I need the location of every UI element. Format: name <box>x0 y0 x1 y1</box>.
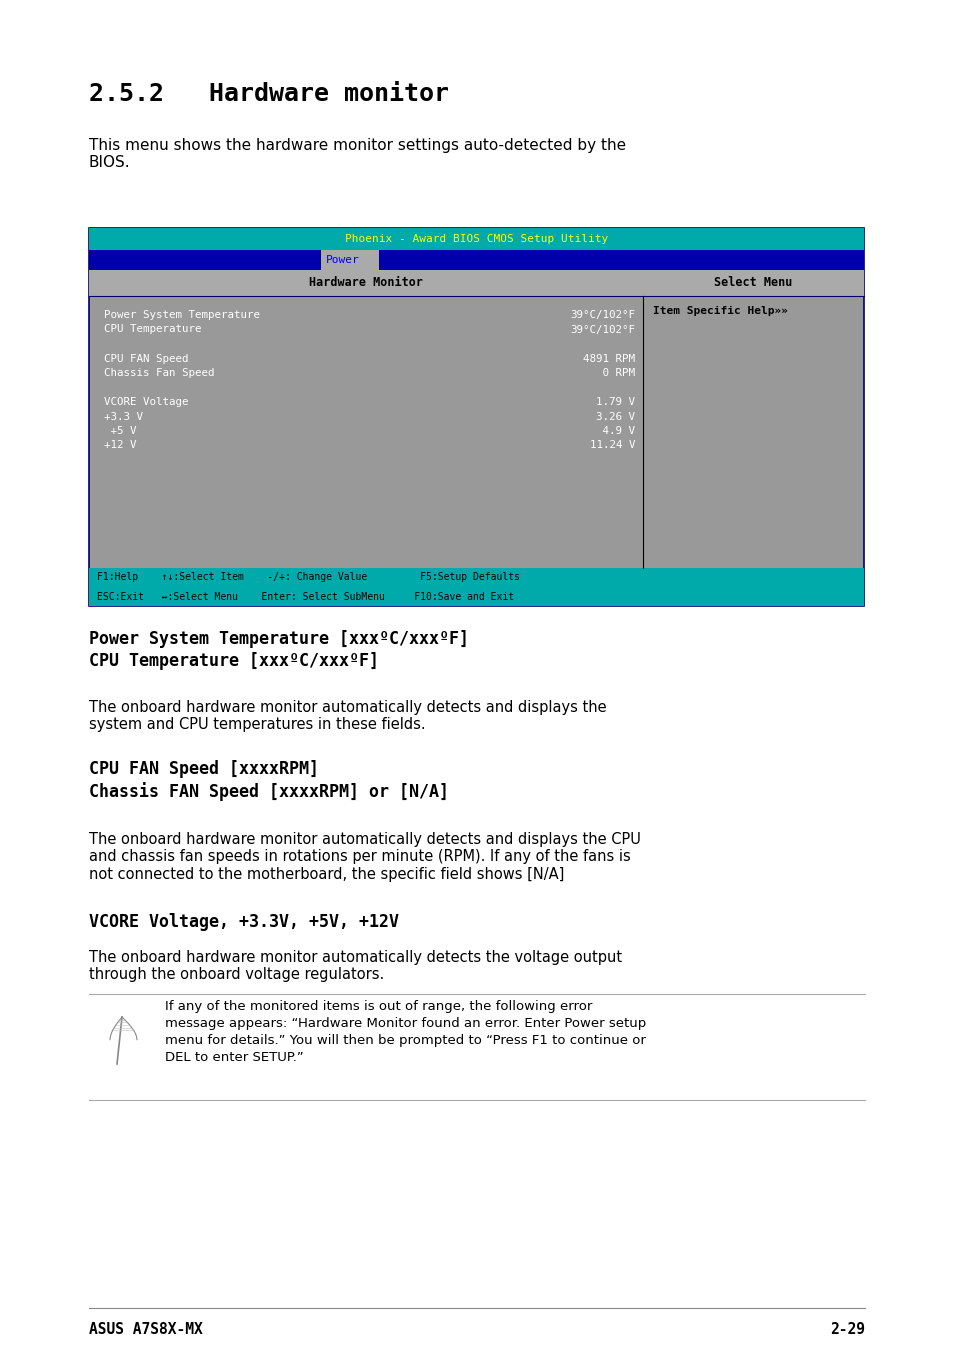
Text: ESC:Exit   ↔:Select Menu    Enter: Select SubMenu     F10:Save and Exit: ESC:Exit ↔:Select Menu Enter: Select Sub… <box>97 592 514 601</box>
Text: 4.9 V: 4.9 V <box>596 426 635 436</box>
Text: Power System Temperature [xxxºC/xxxºF]
CPU Temperature [xxxºC/xxxºF]: Power System Temperature [xxxºC/xxxºF] C… <box>89 630 469 670</box>
Text: This menu shows the hardware monitor settings auto-detected by the
BIOS.: This menu shows the hardware monitor set… <box>89 138 625 170</box>
Text: 2-29: 2-29 <box>829 1323 864 1337</box>
Text: CPU FAN Speed: CPU FAN Speed <box>104 354 189 363</box>
Text: CPU FAN Speed [xxxxRPM]
Chassis FAN Speed [xxxxRPM] or [N/A]: CPU FAN Speed [xxxxRPM] Chassis FAN Spee… <box>89 761 449 801</box>
Text: 39°C/102°F: 39°C/102°F <box>570 309 635 320</box>
Text: The onboard hardware monitor automatically detects and displays the
system and C: The onboard hardware monitor automatical… <box>89 700 606 732</box>
Text: VCORE Voltage: VCORE Voltage <box>104 397 189 407</box>
Text: 2.5.2   Hardware monitor: 2.5.2 Hardware monitor <box>89 82 449 105</box>
Text: VCORE Voltage, +3.3V, +5V, +12V: VCORE Voltage, +3.3V, +5V, +12V <box>89 913 398 931</box>
Bar <box>89 250 863 270</box>
Text: Phoenix - Award BIOS CMOS Setup Utility: Phoenix - Award BIOS CMOS Setup Utility <box>345 234 607 245</box>
Text: 3.26 V: 3.26 V <box>596 412 635 422</box>
Text: Power: Power <box>325 255 359 265</box>
Text: ASUS A7S8X-MX: ASUS A7S8X-MX <box>89 1323 203 1337</box>
Bar <box>89 586 863 607</box>
Text: If any of the monitored items is out of range, the following error
message appea: If any of the monitored items is out of … <box>165 1000 645 1065</box>
Bar <box>89 567 863 586</box>
Text: Power System Temperature: Power System Temperature <box>104 309 260 320</box>
Text: 1.79 V: 1.79 V <box>596 397 635 407</box>
Text: The onboard hardware monitor automatically detects the voltage output
through th: The onboard hardware monitor automatical… <box>89 950 621 982</box>
Text: Chassis Fan Speed: Chassis Fan Speed <box>104 367 214 378</box>
Text: 0 RPM: 0 RPM <box>582 367 635 378</box>
Text: +5 V: +5 V <box>104 426 136 436</box>
Bar <box>89 228 863 607</box>
Text: The onboard hardware monitor automatically detects and displays the CPU
and chas: The onboard hardware monitor automatical… <box>89 832 640 882</box>
Text: +12 V: +12 V <box>104 440 136 450</box>
Text: Hardware Monitor: Hardware Monitor <box>309 277 422 289</box>
Bar <box>321 250 379 270</box>
Text: +3.3 V: +3.3 V <box>104 412 143 422</box>
Bar <box>89 228 863 250</box>
Text: Select Menu: Select Menu <box>714 277 792 289</box>
Text: CPU Temperature: CPU Temperature <box>104 324 201 335</box>
Text: F1:Help    ↑↓:Select Item    -/+: Change Value         F5:Setup Defaults: F1:Help ↑↓:Select Item -/+: Change Value… <box>97 573 519 582</box>
Text: 39°C/102°F: 39°C/102°F <box>570 324 635 335</box>
Text: 4891 RPM: 4891 RPM <box>582 354 635 363</box>
Text: Item Specific Help»»: Item Specific Help»» <box>653 305 787 316</box>
Text: 11.24 V: 11.24 V <box>589 440 635 450</box>
Bar <box>89 270 863 296</box>
